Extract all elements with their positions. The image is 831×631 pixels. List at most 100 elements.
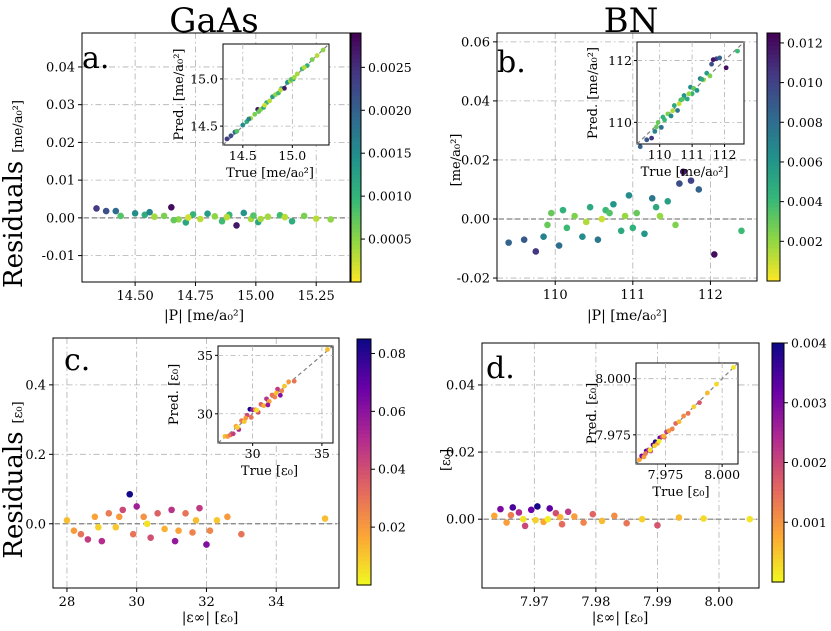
axes-frame	[481, 342, 760, 589]
colorbar-segment	[351, 161, 361, 167]
inset-point	[265, 402, 271, 408]
colorbar-tick-label: 0.006	[787, 154, 823, 169]
colorbar-segment	[772, 422, 784, 428]
x-tick-label: 30	[128, 595, 145, 610]
colorbar-segment	[772, 470, 784, 476]
inset-point	[273, 390, 279, 396]
data-point	[171, 537, 179, 545]
data-point	[629, 224, 637, 232]
colorbar-segment	[772, 562, 784, 567]
data-point	[507, 511, 515, 519]
colorbar-segment	[351, 203, 361, 208]
colorbar-tick-label: 0.02	[378, 520, 406, 535]
inset-point	[709, 61, 714, 67]
colorbar-segment	[772, 346, 784, 352]
data-point	[250, 212, 257, 219]
data-point	[546, 505, 554, 512]
data-point	[700, 515, 707, 522]
colorbar-segment	[767, 268, 780, 274]
colorbar-segment	[767, 260, 780, 266]
data-point	[532, 248, 540, 255]
colorbar-segment	[357, 343, 371, 348]
inset-point	[320, 47, 326, 53]
inset-point	[676, 419, 682, 425]
colorbar-segment	[767, 239, 780, 245]
data-point	[126, 490, 134, 498]
x-tick-label: 34	[268, 595, 285, 610]
data-point	[617, 227, 625, 235]
colorbar-segment	[772, 522, 784, 527]
x-tick-label: 28	[59, 595, 76, 610]
colorbar-segment	[351, 157, 361, 163]
colorbar-segment	[357, 572, 371, 578]
colorbar-segment	[772, 546, 784, 551]
colorbar-segment	[351, 41, 361, 47]
x-tick-label: 112	[698, 288, 723, 303]
colorbar-segment	[767, 82, 780, 88]
colorbar-tick-label: 0.012	[787, 35, 823, 50]
data-point	[168, 204, 175, 211]
colorbar-segment	[772, 482, 784, 487]
colorbar-segment	[351, 62, 361, 67]
colorbar-segment	[357, 560, 371, 566]
inset-point	[643, 451, 648, 456]
y-tick-label: 0.00	[46, 211, 75, 226]
inset-ylabel: Pred. [ε₀]	[167, 364, 182, 425]
data-point	[672, 221, 679, 229]
inset-point	[655, 120, 661, 125]
data-point	[598, 215, 606, 223]
panel-b: 110 111 112 -0.02 0.00 0.02 0.04 0.06 0.002 0.004…	[457, 32, 823, 303]
colorbar-segment	[351, 257, 361, 262]
colorbar-segment	[351, 194, 361, 200]
inset-point	[325, 347, 330, 352]
colorbar-segment	[772, 550, 784, 555]
data-point	[257, 215, 264, 223]
inset-point	[660, 114, 666, 120]
data-point	[610, 200, 617, 208]
y-tick-label: 0.4	[25, 378, 46, 393]
data-point	[648, 195, 656, 202]
colorbar-segment	[772, 362, 784, 368]
data-point	[147, 534, 154, 541]
colorbar-segment	[351, 37, 361, 42]
data-point	[594, 236, 602, 243]
inset-x-tick-label: 7.975	[648, 467, 684, 482]
data-point	[204, 210, 211, 218]
data-point	[679, 168, 687, 176]
inset-point	[261, 403, 267, 409]
inset-point	[647, 447, 653, 453]
x-tick-label: 14.50	[117, 289, 154, 304]
colorbar-tick-label: 0.002	[787, 234, 823, 249]
data-point	[84, 536, 92, 543]
colorbar-segment	[357, 548, 371, 553]
inset-point	[234, 425, 240, 430]
colorbar-segment	[357, 576, 371, 582]
colorbar-segment	[772, 386, 784, 392]
data-point	[505, 239, 512, 246]
data-point	[555, 242, 563, 249]
data-point	[497, 505, 504, 513]
colorbar-segment	[357, 363, 371, 369]
colorbar-segment	[357, 421, 371, 426]
x-tick-label: 111	[620, 288, 645, 303]
inset-point	[661, 433, 667, 439]
x-tick-label: 7.98	[581, 595, 610, 610]
data-point	[589, 510, 597, 518]
data-point	[633, 209, 641, 217]
colorbar-segment	[767, 206, 780, 212]
colorbar-segment	[351, 178, 361, 183]
data-point	[579, 233, 586, 241]
x-tick-label: 8.00	[705, 595, 734, 610]
ylabel-unit-d: [ε₀]	[439, 449, 454, 471]
colorbar-segment	[357, 470, 371, 475]
inset-point	[684, 96, 690, 102]
data-point	[105, 510, 113, 517]
data-point	[218, 217, 226, 225]
data-point	[652, 203, 660, 211]
x-tick-label: 7.99	[643, 595, 672, 610]
data-point	[641, 230, 648, 238]
y-tick-label: 0.03	[46, 98, 75, 113]
data-point	[509, 504, 517, 511]
colorbar-tick-label: 0.004	[791, 336, 827, 351]
inset-xlabel: True [ε₀]	[652, 485, 709, 500]
